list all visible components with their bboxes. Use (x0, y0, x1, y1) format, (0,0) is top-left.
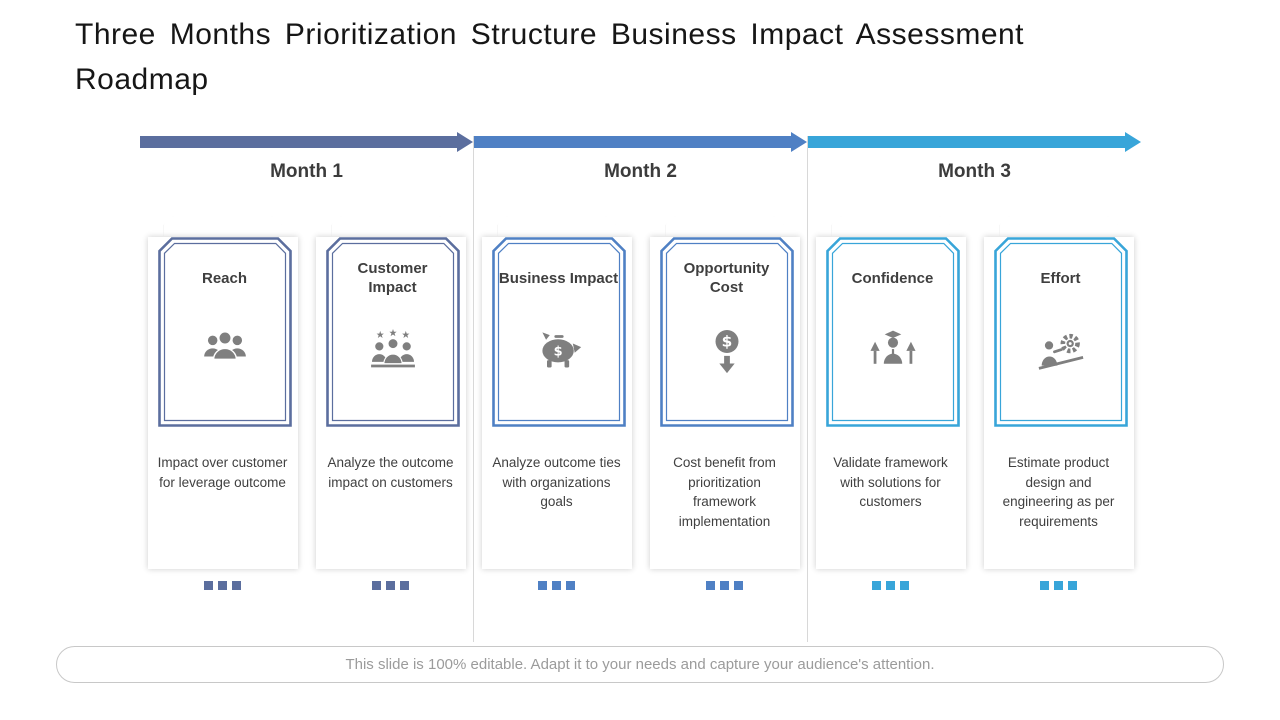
card-title: Customer Impact (357, 260, 428, 296)
card-top-tab (1000, 216, 1118, 236)
card-description: Cost benefit from prioritization framewo… (673, 455, 776, 529)
card-customer-impact: Customer Impact (315, 227, 466, 590)
page-title: Three Months Prioritization Structure Bu… (75, 18, 1025, 96)
month-3-column: Month 3 Confidence (808, 132, 1141, 590)
card-top-tab (666, 216, 784, 236)
timeline-arrow (474, 132, 807, 152)
dot-square (538, 581, 547, 590)
card-top-tab (332, 216, 450, 236)
dot-square (566, 581, 575, 590)
tag-border (325, 237, 460, 427)
card-title: Confidence (851, 269, 934, 287)
cards-row: Business Impact $ (474, 227, 807, 590)
card-reach: Reach Impact over cus (147, 227, 298, 590)
card-body: Customer Impact (315, 237, 466, 569)
card-dots (816, 581, 966, 590)
card-title: Reach (201, 269, 248, 287)
card-tag: Confidence (825, 237, 960, 427)
card-description: Validate framework with solutions for cu… (833, 455, 948, 510)
footer-note: This slide is 100% editable. Adapt it to… (56, 646, 1224, 683)
card-body: Opportunity Cost $ Cost benefit from pri… (649, 237, 800, 569)
column-divider (473, 136, 474, 642)
card-title: Effort (1040, 269, 1081, 287)
card-effort: Effort (983, 227, 1134, 590)
tag-border (157, 237, 292, 427)
svg-text:$: $ (553, 344, 562, 359)
card-top-tab (498, 216, 616, 236)
card-top-tab (164, 216, 282, 236)
dot-square (372, 581, 381, 590)
card-description: Analyze the outcome impact on customers (327, 455, 454, 490)
footer-note-text: This slide is 100% editable. Adapt it to… (345, 656, 935, 673)
card-title: Business Impact (498, 269, 619, 287)
timeline-arrow (140, 132, 473, 152)
card-tag: Reach (157, 237, 292, 427)
card-body: Effort (983, 237, 1134, 569)
card-dots (482, 581, 632, 590)
tag-border (491, 237, 626, 427)
card-title: Opportunity Cost (683, 260, 770, 296)
card-description: Impact over customer for leverage outcom… (157, 455, 288, 490)
dot-square (720, 581, 729, 590)
dot-square (872, 581, 881, 590)
card-description: Estimate product design and engineering … (1002, 455, 1115, 529)
card-top-tab (832, 216, 950, 236)
dot-square (204, 581, 213, 590)
person-gear-icon (994, 329, 1128, 371)
dot-square (1040, 581, 1049, 590)
people-group-icon (158, 329, 292, 365)
dot-square (886, 581, 895, 590)
card-body: Confidence (815, 237, 966, 569)
card-dots (650, 581, 800, 590)
month-label: Month 2 (604, 161, 677, 182)
month-label: Month 1 (270, 161, 343, 182)
dot-square (552, 581, 561, 590)
card-dots (316, 581, 466, 590)
customer-group-stars-icon (326, 329, 460, 371)
card-tag: Opportunity Cost $ (659, 237, 794, 427)
svg-text:$: $ (721, 333, 732, 351)
tag-border (659, 237, 794, 427)
card-tag: Business Impact $ (491, 237, 626, 427)
cards-row: Reach Impact over cus (140, 227, 473, 590)
dot-square (218, 581, 227, 590)
dollar-down-arrow-icon: $ (660, 329, 794, 375)
card-confidence: Confidence (815, 227, 966, 590)
dot-square (232, 581, 241, 590)
month-label: Month 3 (938, 161, 1011, 182)
card-business-impact: Business Impact $ (481, 227, 632, 590)
dot-square (400, 581, 409, 590)
card-opportunity-cost: Opportunity Cost $ Cost benefit from pri… (649, 227, 800, 590)
card-dots (984, 581, 1134, 590)
card-body: Business Impact $ (481, 237, 632, 569)
piggy-bank-icon: $ (492, 329, 626, 369)
card-dots (148, 581, 298, 590)
dot-square (386, 581, 395, 590)
dot-square (734, 581, 743, 590)
card-body: Reach Impact over cus (147, 237, 298, 569)
card-description: Analyze outcome ties with organizations … (492, 455, 621, 510)
month-2-column: Month 2 Business Impact (474, 132, 807, 590)
dot-square (706, 581, 715, 590)
month-1-column: Month 1 Reach (140, 132, 473, 590)
card-tag: Customer Impact (325, 237, 460, 427)
dot-square (1054, 581, 1063, 590)
tag-border (993, 237, 1128, 427)
graduate-up-arrows-icon (826, 329, 960, 371)
dot-square (1068, 581, 1077, 590)
column-divider (807, 136, 808, 642)
tag-border (825, 237, 960, 427)
timeline-arrow (808, 132, 1141, 152)
dot-square (900, 581, 909, 590)
cards-row: Confidence (808, 227, 1141, 590)
card-tag: Effort (993, 237, 1128, 427)
